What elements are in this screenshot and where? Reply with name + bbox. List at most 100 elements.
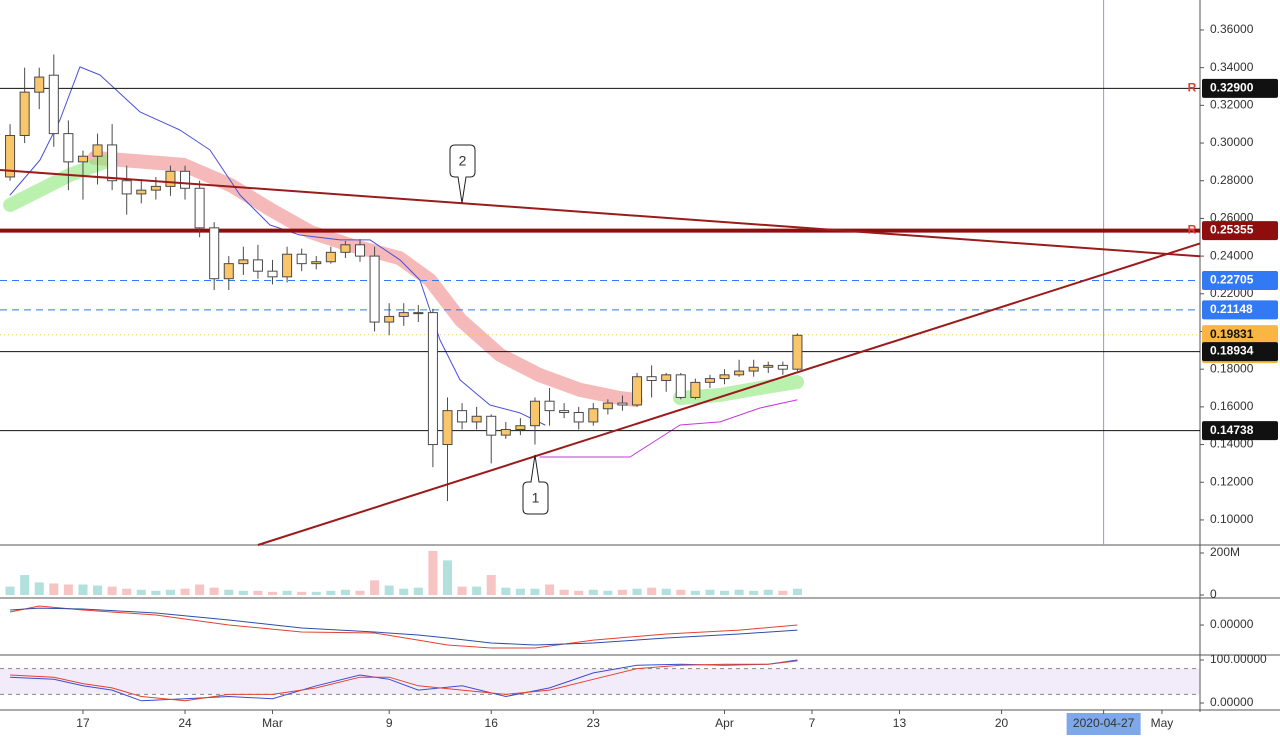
- y-tick-label: 0.12000: [1210, 474, 1254, 488]
- candle-body: [632, 376, 643, 406]
- level-marker: R: [1188, 81, 1197, 95]
- x-tick-label: 20: [995, 716, 1009, 730]
- candle-body: [529, 400, 540, 427]
- candle-body: [194, 187, 205, 229]
- candle-body: [777, 364, 788, 370]
- volume-bar: [180, 588, 190, 595]
- candle-body: [734, 370, 745, 376]
- trendline: [257, 242, 1201, 546]
- price-badge: [1202, 221, 1278, 241]
- volume-bar: [588, 589, 598, 595]
- y-tick-label: 0.14000: [1210, 437, 1254, 451]
- volume-bar: [413, 587, 423, 595]
- price-badge-label: 0.22705: [1210, 273, 1254, 287]
- y-tick-label: 0.16000: [1210, 399, 1254, 413]
- candle-body: [471, 415, 482, 423]
- x-tick-label: 7: [809, 716, 816, 730]
- y-tick-label: 0.00000: [1210, 617, 1254, 631]
- volume-bar: [297, 591, 307, 595]
- price-badge: [1202, 78, 1278, 98]
- price-badge-label: 0.19831: [1210, 327, 1254, 341]
- candle-body: [48, 74, 59, 135]
- volume-bar: [384, 585, 394, 595]
- volume-bar: [195, 584, 205, 595]
- x-tick-label: 9: [386, 716, 393, 730]
- volume-bar: [165, 589, 175, 595]
- x-tick-label: 23: [587, 716, 601, 730]
- y-tick-label: 200M: [1210, 545, 1240, 559]
- macd-line: [9, 605, 798, 649]
- callout-label: 1: [532, 490, 540, 506]
- x-tick-label: 13: [893, 716, 907, 730]
- callout: [522, 454, 549, 515]
- volume-bar: [326, 590, 336, 595]
- x-tick-label: 17: [76, 716, 90, 730]
- candle-body: [252, 259, 263, 272]
- candle-body: [661, 374, 672, 381]
- candle-body: [500, 428, 511, 436]
- candle-body: [19, 91, 30, 136]
- price-badge: [1202, 421, 1278, 441]
- volume-bar: [705, 589, 715, 595]
- volume-bar: [501, 587, 511, 595]
- candle-body: [617, 402, 628, 406]
- candle-body: [398, 312, 409, 317]
- x-tick-label: May: [1151, 716, 1174, 730]
- volume-bar: [151, 590, 161, 595]
- x-tick-label: 2020-04-27: [1073, 716, 1135, 730]
- volume-bar: [647, 587, 657, 595]
- candle-body: [325, 251, 336, 263]
- volume-bar: [238, 590, 248, 595]
- candle-body: [165, 170, 176, 187]
- candle-body: [763, 364, 774, 368]
- y-tick-label: 0.32000: [1210, 98, 1254, 112]
- volume-bar: [20, 575, 30, 595]
- volume-bar: [749, 590, 759, 595]
- candle-body: [92, 144, 103, 157]
- candle-body: [457, 410, 468, 423]
- volume-bar: [5, 586, 15, 595]
- candle-body: [107, 144, 118, 182]
- volume-bar: [267, 591, 278, 595]
- price-badge-label: 0.25355: [1210, 223, 1254, 237]
- volume-bar: [486, 575, 496, 595]
- volume-bar: [282, 590, 292, 595]
- volume-bar: [442, 560, 453, 595]
- price-badge: [1202, 271, 1278, 291]
- y-tick-label: 0.18000: [1210, 361, 1254, 375]
- candle-body: [559, 410, 570, 414]
- volume-bar: [661, 588, 671, 595]
- price-badge-label: 0.18934: [1210, 344, 1254, 358]
- candle-body: [690, 381, 701, 398]
- candle-body: [209, 227, 220, 280]
- x-tick-label: 24: [178, 716, 192, 730]
- volume-bar: [63, 584, 73, 595]
- volume-bar: [34, 582, 44, 595]
- candle-body: [180, 170, 191, 189]
- candle-body: [515, 425, 526, 430]
- y-tick-label: 0.10000: [1210, 512, 1254, 526]
- ma-line: [539, 399, 798, 458]
- candle-body: [442, 410, 453, 446]
- candle-body: [340, 244, 351, 253]
- volume-bar: [253, 590, 263, 595]
- volume-bar: [559, 589, 569, 595]
- y-tick-label: 0.28000: [1210, 173, 1254, 187]
- volume-bar: [428, 550, 438, 595]
- y-tick-label: 0.00000: [1210, 695, 1254, 709]
- trendline: [0, 168, 1201, 258]
- volume-bar: [224, 589, 234, 595]
- volume-bar: [676, 589, 686, 595]
- candle-body: [354, 244, 366, 257]
- volume-bar: [763, 589, 773, 595]
- volume-bar: [530, 588, 540, 595]
- candle-body: [282, 253, 293, 278]
- volume-bar: [734, 589, 744, 595]
- volume-bar: [690, 590, 700, 595]
- callout-label: 2: [459, 153, 467, 169]
- volume-bar: [720, 590, 730, 595]
- candle-body: [150, 185, 161, 191]
